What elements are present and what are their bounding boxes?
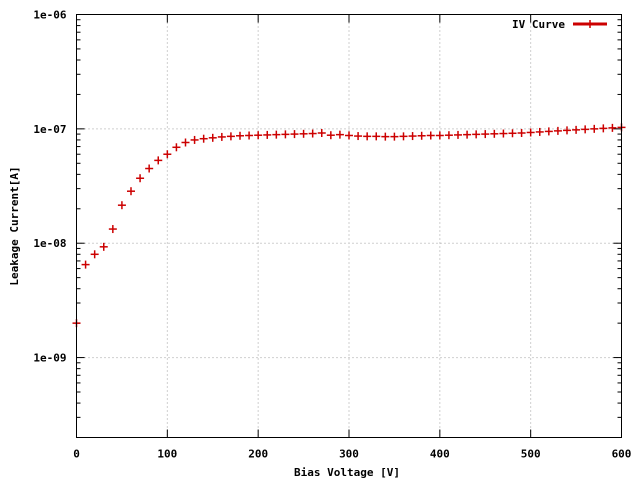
data-point — [308, 129, 317, 138]
data-point — [181, 138, 190, 147]
data-point — [290, 130, 299, 139]
data-point — [426, 131, 435, 140]
data-point — [454, 130, 462, 139]
data-point — [154, 156, 163, 165]
x-tick-label: 400 — [430, 448, 450, 461]
data-point — [345, 131, 353, 140]
data-point — [490, 129, 499, 138]
data-point — [463, 130, 472, 139]
data-point — [108, 225, 117, 234]
x-tick-label: 600 — [612, 448, 632, 461]
data-point — [354, 132, 363, 141]
data-point — [281, 130, 290, 139]
data-point — [517, 128, 526, 137]
data-point — [535, 127, 544, 136]
grid-lines — [76, 14, 622, 438]
data-point — [390, 132, 399, 141]
data-point — [481, 130, 490, 139]
x-tick-label: 300 — [339, 448, 359, 461]
data-point — [226, 132, 235, 141]
data-point — [444, 131, 453, 140]
data-points — [72, 123, 626, 328]
data-point — [335, 130, 344, 139]
legend-marker — [586, 20, 594, 28]
data-point — [544, 127, 553, 136]
data-point — [90, 250, 99, 259]
data-point — [172, 143, 181, 152]
data-point — [136, 174, 145, 183]
data-point — [508, 129, 517, 138]
data-point — [217, 132, 226, 141]
data-point — [608, 123, 617, 132]
x-axis-label: Bias Voltage [V] — [294, 466, 400, 479]
data-point — [363, 132, 372, 141]
data-point — [190, 135, 199, 144]
data-point — [236, 131, 244, 140]
data-point — [417, 131, 426, 140]
data-point — [254, 131, 263, 140]
data-point — [99, 242, 108, 251]
y-tick-label: 1e-07 — [33, 123, 66, 136]
x-tick-label: 200 — [248, 448, 268, 461]
data-point — [408, 132, 417, 141]
data-point — [163, 150, 172, 159]
data-point — [372, 132, 381, 141]
data-point — [590, 124, 599, 133]
data-point — [435, 131, 444, 140]
y-tick-label: 1e-08 — [33, 237, 66, 250]
data-point — [381, 132, 390, 141]
x-tick-label: 500 — [521, 448, 541, 461]
tick-labels: 0 100 200 300 400 500 600 1e-09 1e-08 1e-07 1e-06 — [33, 9, 631, 461]
data-point — [399, 132, 408, 141]
data-point — [563, 126, 571, 135]
data-point — [553, 126, 562, 135]
data-point — [326, 131, 335, 140]
y-axis-label: Leakage Current[A] — [8, 166, 21, 285]
data-point — [572, 125, 581, 134]
y-tick-label: 1e-09 — [33, 352, 66, 365]
data-point — [199, 134, 208, 143]
legend-label: IV Curve — [512, 18, 565, 31]
data-point — [208, 133, 217, 142]
data-point — [499, 129, 508, 138]
data-point — [127, 187, 135, 196]
x-tick-label: 100 — [157, 448, 177, 461]
data-point — [317, 128, 326, 137]
data-point — [145, 164, 154, 173]
plot-area-border — [76, 14, 622, 438]
axis-ticks — [76, 14, 622, 438]
data-point — [81, 260, 90, 269]
data-point — [245, 131, 254, 140]
data-point — [472, 130, 481, 139]
x-tick-label: 0 — [73, 448, 80, 461]
legend: IV Curve — [512, 18, 607, 31]
data-point — [299, 129, 308, 138]
data-point — [526, 128, 535, 137]
data-point — [599, 124, 608, 133]
data-point — [117, 201, 126, 210]
y-tick-label: 1e-06 — [33, 9, 66, 22]
data-point — [272, 130, 281, 139]
data-point — [581, 125, 590, 134]
data-point — [263, 130, 272, 139]
